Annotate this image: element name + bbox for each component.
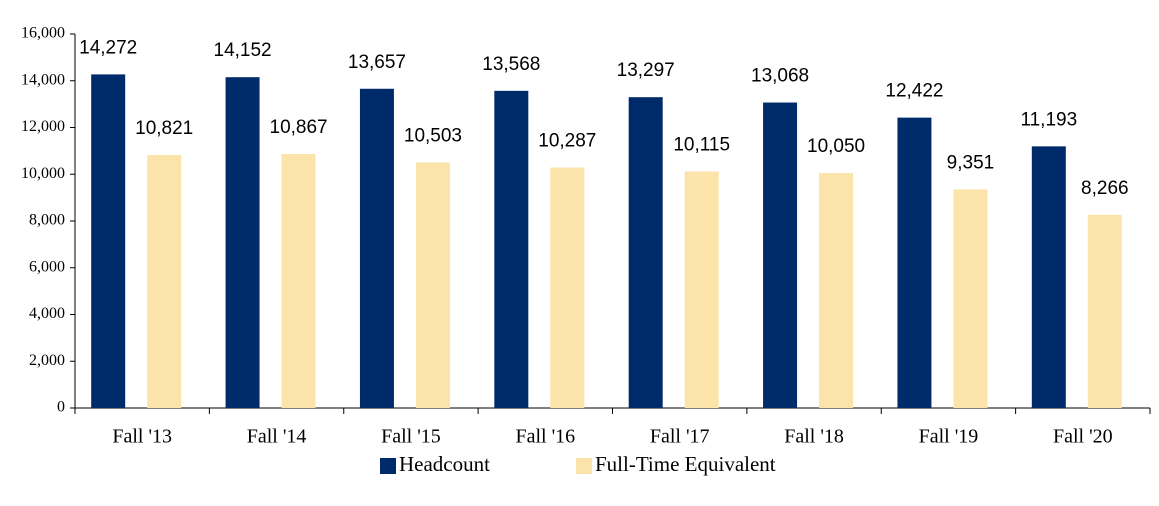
value-label: 8,266	[1081, 178, 1129, 199]
value-label: 9,351	[947, 152, 995, 173]
x-tick-label: Fall '13	[112, 426, 172, 448]
value-label: 11,193	[1020, 109, 1077, 130]
y-tick-label: 12,000	[21, 118, 65, 135]
bar	[819, 173, 854, 408]
bar	[763, 102, 798, 409]
value-label: 10,503	[404, 126, 462, 147]
y-tick-label: 8,000	[29, 212, 65, 229]
legend-swatch	[576, 458, 592, 474]
x-tick-label: Fall '15	[381, 426, 441, 448]
value-label: 14,152	[214, 40, 272, 61]
bar	[147, 155, 182, 408]
value-label: 10,115	[673, 135, 730, 156]
value-label: 13,568	[482, 54, 540, 75]
value-label: 13,068	[751, 66, 809, 87]
y-tick-label: 2,000	[29, 352, 65, 369]
y-tick-label: 6,000	[29, 258, 65, 275]
bar	[281, 153, 316, 408]
bar	[684, 171, 719, 408]
x-tick-label: Fall '20	[1053, 426, 1113, 448]
value-label: 10,821	[135, 118, 193, 139]
bar	[415, 162, 450, 408]
bar	[953, 189, 988, 408]
value-label: 10,050	[807, 136, 865, 157]
y-tick-label: 10,000	[21, 165, 65, 182]
bar	[1087, 214, 1122, 408]
x-tick-label: Fall '16	[515, 426, 575, 448]
y-tick-label: 16,000	[21, 25, 65, 42]
legend-swatch	[380, 458, 396, 474]
value-label: 13,297	[617, 60, 675, 81]
x-tick-label: Fall '17	[650, 426, 710, 448]
legend-label: Full-Time Equivalent	[595, 452, 776, 476]
y-tick-label: 14,000	[21, 71, 65, 88]
x-tick-label: Fall '19	[919, 426, 979, 448]
value-label: 10,287	[538, 131, 596, 152]
bar	[91, 74, 126, 408]
x-tick-label: Fall '18	[784, 426, 844, 448]
legend-label: Headcount	[399, 452, 490, 476]
bar	[1031, 146, 1066, 408]
value-label: 12,422	[885, 81, 943, 102]
y-tick-label: 0	[57, 399, 65, 416]
value-label: 10,867	[270, 117, 328, 138]
bar	[225, 77, 260, 409]
bar	[550, 167, 585, 408]
bar	[359, 88, 394, 408]
value-label: 13,657	[348, 52, 406, 73]
bar	[897, 117, 932, 409]
y-tick-label: 4,000	[29, 305, 65, 322]
x-tick-label: Fall '14	[247, 426, 307, 448]
bar	[494, 90, 529, 409]
bar	[628, 97, 663, 409]
value-label: 14,272	[79, 37, 137, 58]
